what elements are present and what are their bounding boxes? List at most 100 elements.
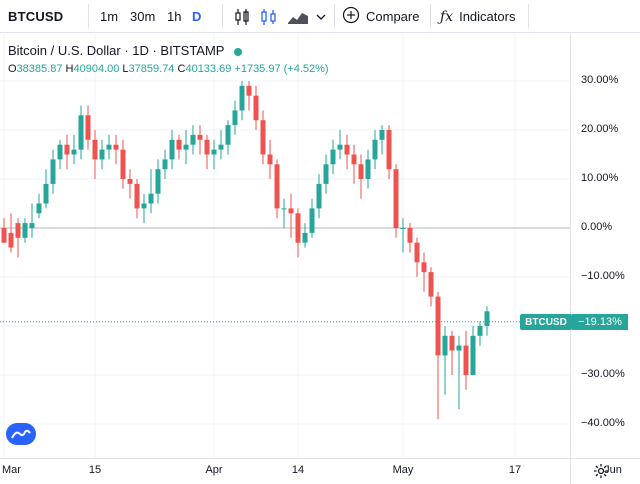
candle-body <box>379 130 385 140</box>
candle-down <box>85 105 91 150</box>
candle-body <box>50 159 56 184</box>
close-value: 40133.69 <box>185 63 232 75</box>
candle-body <box>225 125 231 145</box>
candle-up <box>239 81 245 121</box>
candle-body <box>393 169 399 228</box>
candle-body <box>120 149 126 179</box>
candle-up <box>43 169 49 209</box>
y-tick-label: −10.00% <box>581 270 625 282</box>
low-value: 37859.74 <box>128 63 175 75</box>
candle-body <box>92 139 98 160</box>
candle-down <box>120 139 126 189</box>
y-tick-label: 30.00% <box>581 74 619 86</box>
candle-body <box>337 144 343 150</box>
candle-body <box>85 115 91 140</box>
candle-up <box>232 100 238 135</box>
candle-body <box>421 262 427 273</box>
tradingview-logo[interactable] <box>6 423 36 445</box>
plus-circle-icon <box>342 6 360 27</box>
candle-body <box>435 296 441 356</box>
candle-down <box>386 125 392 179</box>
candle-down <box>267 139 273 179</box>
candle-up <box>302 223 308 248</box>
candle-up <box>316 174 322 219</box>
candle-body <box>456 345 462 351</box>
timeframe-1h[interactable]: 1h <box>167 9 182 24</box>
x-tick-label: 17 <box>508 464 522 476</box>
fx-icon: ƒx <box>440 8 454 25</box>
area-style-icon[interactable] <box>287 0 309 33</box>
candle-up <box>323 154 329 194</box>
candle-up <box>337 130 343 160</box>
candle-body <box>106 144 112 150</box>
candle-body <box>267 154 273 165</box>
candle-down <box>351 144 357 184</box>
candle-up <box>470 326 476 375</box>
candle-down <box>344 134 350 170</box>
candle-body <box>414 242 420 263</box>
x-tick-label: Jun <box>604 464 622 476</box>
candle-up <box>330 139 336 175</box>
candle-body <box>365 159 371 179</box>
compare-button[interactable]: Compare <box>342 0 419 33</box>
candles-icon[interactable] <box>233 0 251 33</box>
candle-body <box>64 144 70 155</box>
last-value-badge: −19.13% <box>572 314 628 330</box>
candle-up <box>365 149 371 189</box>
candle-body <box>169 139 175 160</box>
candle-down <box>15 218 21 258</box>
candle-body <box>36 203 42 214</box>
candle-body <box>1 228 7 243</box>
price-scale[interactable]: 30.00%20.00%10.00%0.00%−10.00%−20.00%−30… <box>570 34 640 458</box>
candle-up <box>78 105 84 160</box>
candle-body <box>155 169 161 194</box>
candle-up <box>477 321 483 346</box>
candle-up <box>225 120 231 155</box>
price-chart[interactable] <box>0 34 570 458</box>
timeframe-1m[interactable]: 1m <box>100 9 119 24</box>
candle-up <box>400 218 406 253</box>
candle-body <box>29 223 35 228</box>
open-label: O <box>8 63 17 75</box>
candle-up <box>190 125 196 155</box>
indicators-button[interactable]: ƒx Indicators <box>440 0 515 33</box>
x-tick-label: 14 <box>291 464 305 476</box>
market-status-dot <box>234 47 243 56</box>
candle-up <box>106 134 112 160</box>
candle-body <box>253 95 259 121</box>
candle-body <box>281 208 287 210</box>
candle-down <box>428 267 434 307</box>
open-value: 38385.87 <box>16 63 63 75</box>
toolbar-divider <box>430 4 431 29</box>
candle-body <box>295 213 301 243</box>
candle-up <box>379 125 385 155</box>
timeframe-30m[interactable]: 30m <box>130 9 156 24</box>
candle-body <box>113 144 119 150</box>
candle-down <box>8 213 14 253</box>
candle-body <box>148 193 154 204</box>
candle-body <box>78 115 84 150</box>
logo-icon <box>11 429 31 439</box>
high-label: H <box>65 63 74 75</box>
candle-down <box>176 134 182 160</box>
candle-down <box>204 134 210 170</box>
legend-title-text: Bitcoin / U.S. Dollar · 1D · BITSTAMP <box>8 43 225 58</box>
candle-down <box>407 223 413 253</box>
toolbar-divider <box>334 4 335 29</box>
candle-body <box>99 149 105 160</box>
symbol-search[interactable]: BTCUSD <box>8 9 64 24</box>
candle-up <box>29 203 35 238</box>
legend-ohlc: O38385.87 H40904.00 L37859.74 C40133.69 … <box>8 63 329 75</box>
candle-down <box>64 134 70 170</box>
gear-icon[interactable] <box>590 460 612 482</box>
candle-body <box>288 208 294 214</box>
candle-body <box>71 149 77 155</box>
chevron-down-icon[interactable] <box>316 0 326 33</box>
timeframe-d[interactable]: D <box>192 9 202 24</box>
candle-body <box>302 232 308 243</box>
candle-up <box>442 326 448 395</box>
bars-style-icon[interactable] <box>260 0 278 33</box>
candle-down <box>1 218 7 243</box>
candle-up <box>141 193 147 224</box>
time-scale[interactable]: Mar 15 Apr 14 May 17 Jun <box>0 458 622 484</box>
